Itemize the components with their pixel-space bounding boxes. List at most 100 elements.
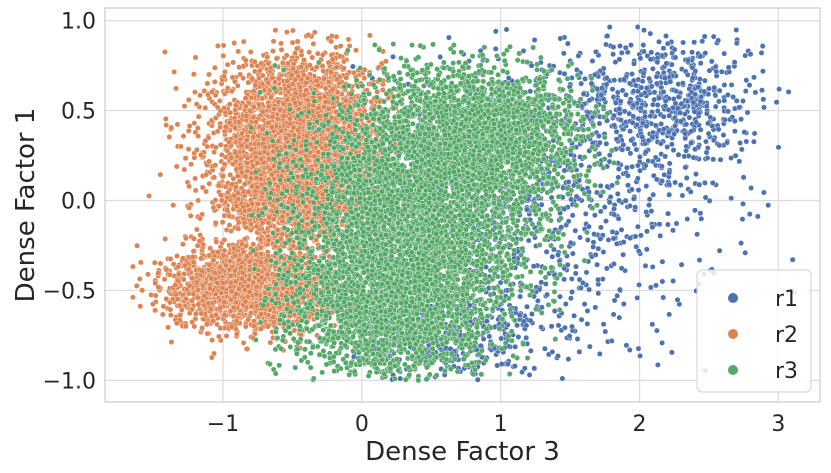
data-point-r2 <box>322 98 329 105</box>
data-point-r1 <box>654 59 661 66</box>
data-point-r1 <box>688 140 694 146</box>
data-point-r1 <box>665 221 671 228</box>
data-point-r1 <box>665 210 671 217</box>
data-point-r1 <box>643 209 650 215</box>
data-point-r1 <box>785 89 792 95</box>
data-point-r1 <box>584 307 591 314</box>
data-point-r1 <box>648 49 655 56</box>
data-point-r2 <box>212 115 219 121</box>
data-point-r1 <box>638 232 644 239</box>
data-point-r1 <box>584 320 591 327</box>
data-point-r2 <box>146 192 152 199</box>
data-point-r1 <box>635 345 642 352</box>
data-point-r1 <box>598 92 605 98</box>
data-point-r2 <box>343 74 350 81</box>
data-point-r1 <box>672 122 678 129</box>
data-point-r1 <box>549 253 556 260</box>
data-point-r1 <box>483 318 490 325</box>
data-point-r2 <box>294 38 301 45</box>
data-point-r1 <box>706 67 713 74</box>
data-point-r2 <box>231 40 238 46</box>
data-point-r1 <box>646 75 652 82</box>
data-point-r1 <box>758 50 765 56</box>
data-point-r1 <box>647 56 654 63</box>
data-point-r1 <box>665 129 672 135</box>
data-point-r1 <box>603 81 610 88</box>
data-point-r1 <box>722 116 728 123</box>
data-point-r1 <box>732 118 738 125</box>
data-point-r2 <box>311 29 318 36</box>
data-point-r2 <box>305 32 312 38</box>
data-point-r1 <box>637 153 643 160</box>
data-point-r2 <box>382 58 389 65</box>
data-point-r2 <box>202 105 209 111</box>
data-point-r1 <box>637 352 643 359</box>
data-point-r1 <box>648 208 655 215</box>
data-point-r1 <box>705 130 712 137</box>
data-point-r2 <box>265 155 272 162</box>
data-point-r1 <box>703 149 710 156</box>
data-point-r1 <box>728 155 734 161</box>
data-point-r1 <box>653 282 659 289</box>
data-point-r2 <box>248 94 255 101</box>
data-point-r2 <box>303 87 310 94</box>
data-point-r1 <box>701 33 708 40</box>
data-point-r1 <box>789 256 796 263</box>
data-point-r1 <box>635 223 641 230</box>
data-point-r1 <box>611 77 618 84</box>
data-point-r1 <box>709 179 716 186</box>
data-point-r1 <box>725 108 731 115</box>
data-point-r1 <box>632 233 639 240</box>
data-point-r1 <box>565 218 572 225</box>
data-point-r1 <box>578 162 585 169</box>
data-point-r1 <box>643 85 650 91</box>
data-point-r2 <box>181 103 188 110</box>
data-point-r2 <box>217 107 224 114</box>
data-point-r1 <box>675 151 682 158</box>
data-point-r1 <box>498 335 505 342</box>
data-point-r1 <box>645 157 652 164</box>
data-point-r2 <box>206 71 212 78</box>
scatter-points <box>129 24 798 384</box>
data-point-r2 <box>228 88 235 95</box>
data-point-r1 <box>666 191 673 198</box>
data-point-r1 <box>560 50 567 57</box>
data-point-r1 <box>570 250 576 257</box>
data-point-r1 <box>689 74 696 81</box>
data-point-r1 <box>652 154 659 161</box>
data-point-r1 <box>590 243 597 250</box>
data-point-r1 <box>565 356 572 362</box>
data-point-r1 <box>639 120 646 127</box>
data-point-r1 <box>642 113 648 120</box>
data-point-r2 <box>283 52 290 59</box>
data-point-r1 <box>660 126 667 133</box>
data-point-r1 <box>648 83 655 90</box>
data-point-r1 <box>503 26 510 33</box>
data-point-r1 <box>654 102 661 108</box>
data-point-r2 <box>272 27 279 34</box>
data-point-r1 <box>632 204 639 211</box>
data-point-r1 <box>681 153 688 160</box>
data-point-r1 <box>542 345 548 352</box>
data-point-r1 <box>642 162 649 169</box>
data-point-r1 <box>742 88 749 95</box>
data-point-r2 <box>232 133 239 140</box>
data-point-r1 <box>613 128 620 135</box>
data-point-r2 <box>170 202 177 209</box>
data-point-r2 <box>278 40 284 47</box>
data-point-r1 <box>760 96 767 103</box>
data-point-r1 <box>655 361 661 368</box>
data-point-r1 <box>627 202 633 209</box>
data-point-r1 <box>601 204 608 211</box>
data-point-r1 <box>721 82 728 88</box>
data-point-r1 <box>566 333 573 339</box>
data-point-r2 <box>346 123 353 130</box>
data-point-r2 <box>258 60 265 67</box>
data-point-r2 <box>283 29 290 35</box>
data-point-r1 <box>557 35 564 42</box>
data-point-r1 <box>531 37 538 43</box>
data-point-r2 <box>238 130 245 137</box>
data-point-r1 <box>725 92 731 98</box>
data-point-r2 <box>202 137 209 144</box>
data-point-r1 <box>625 172 631 179</box>
